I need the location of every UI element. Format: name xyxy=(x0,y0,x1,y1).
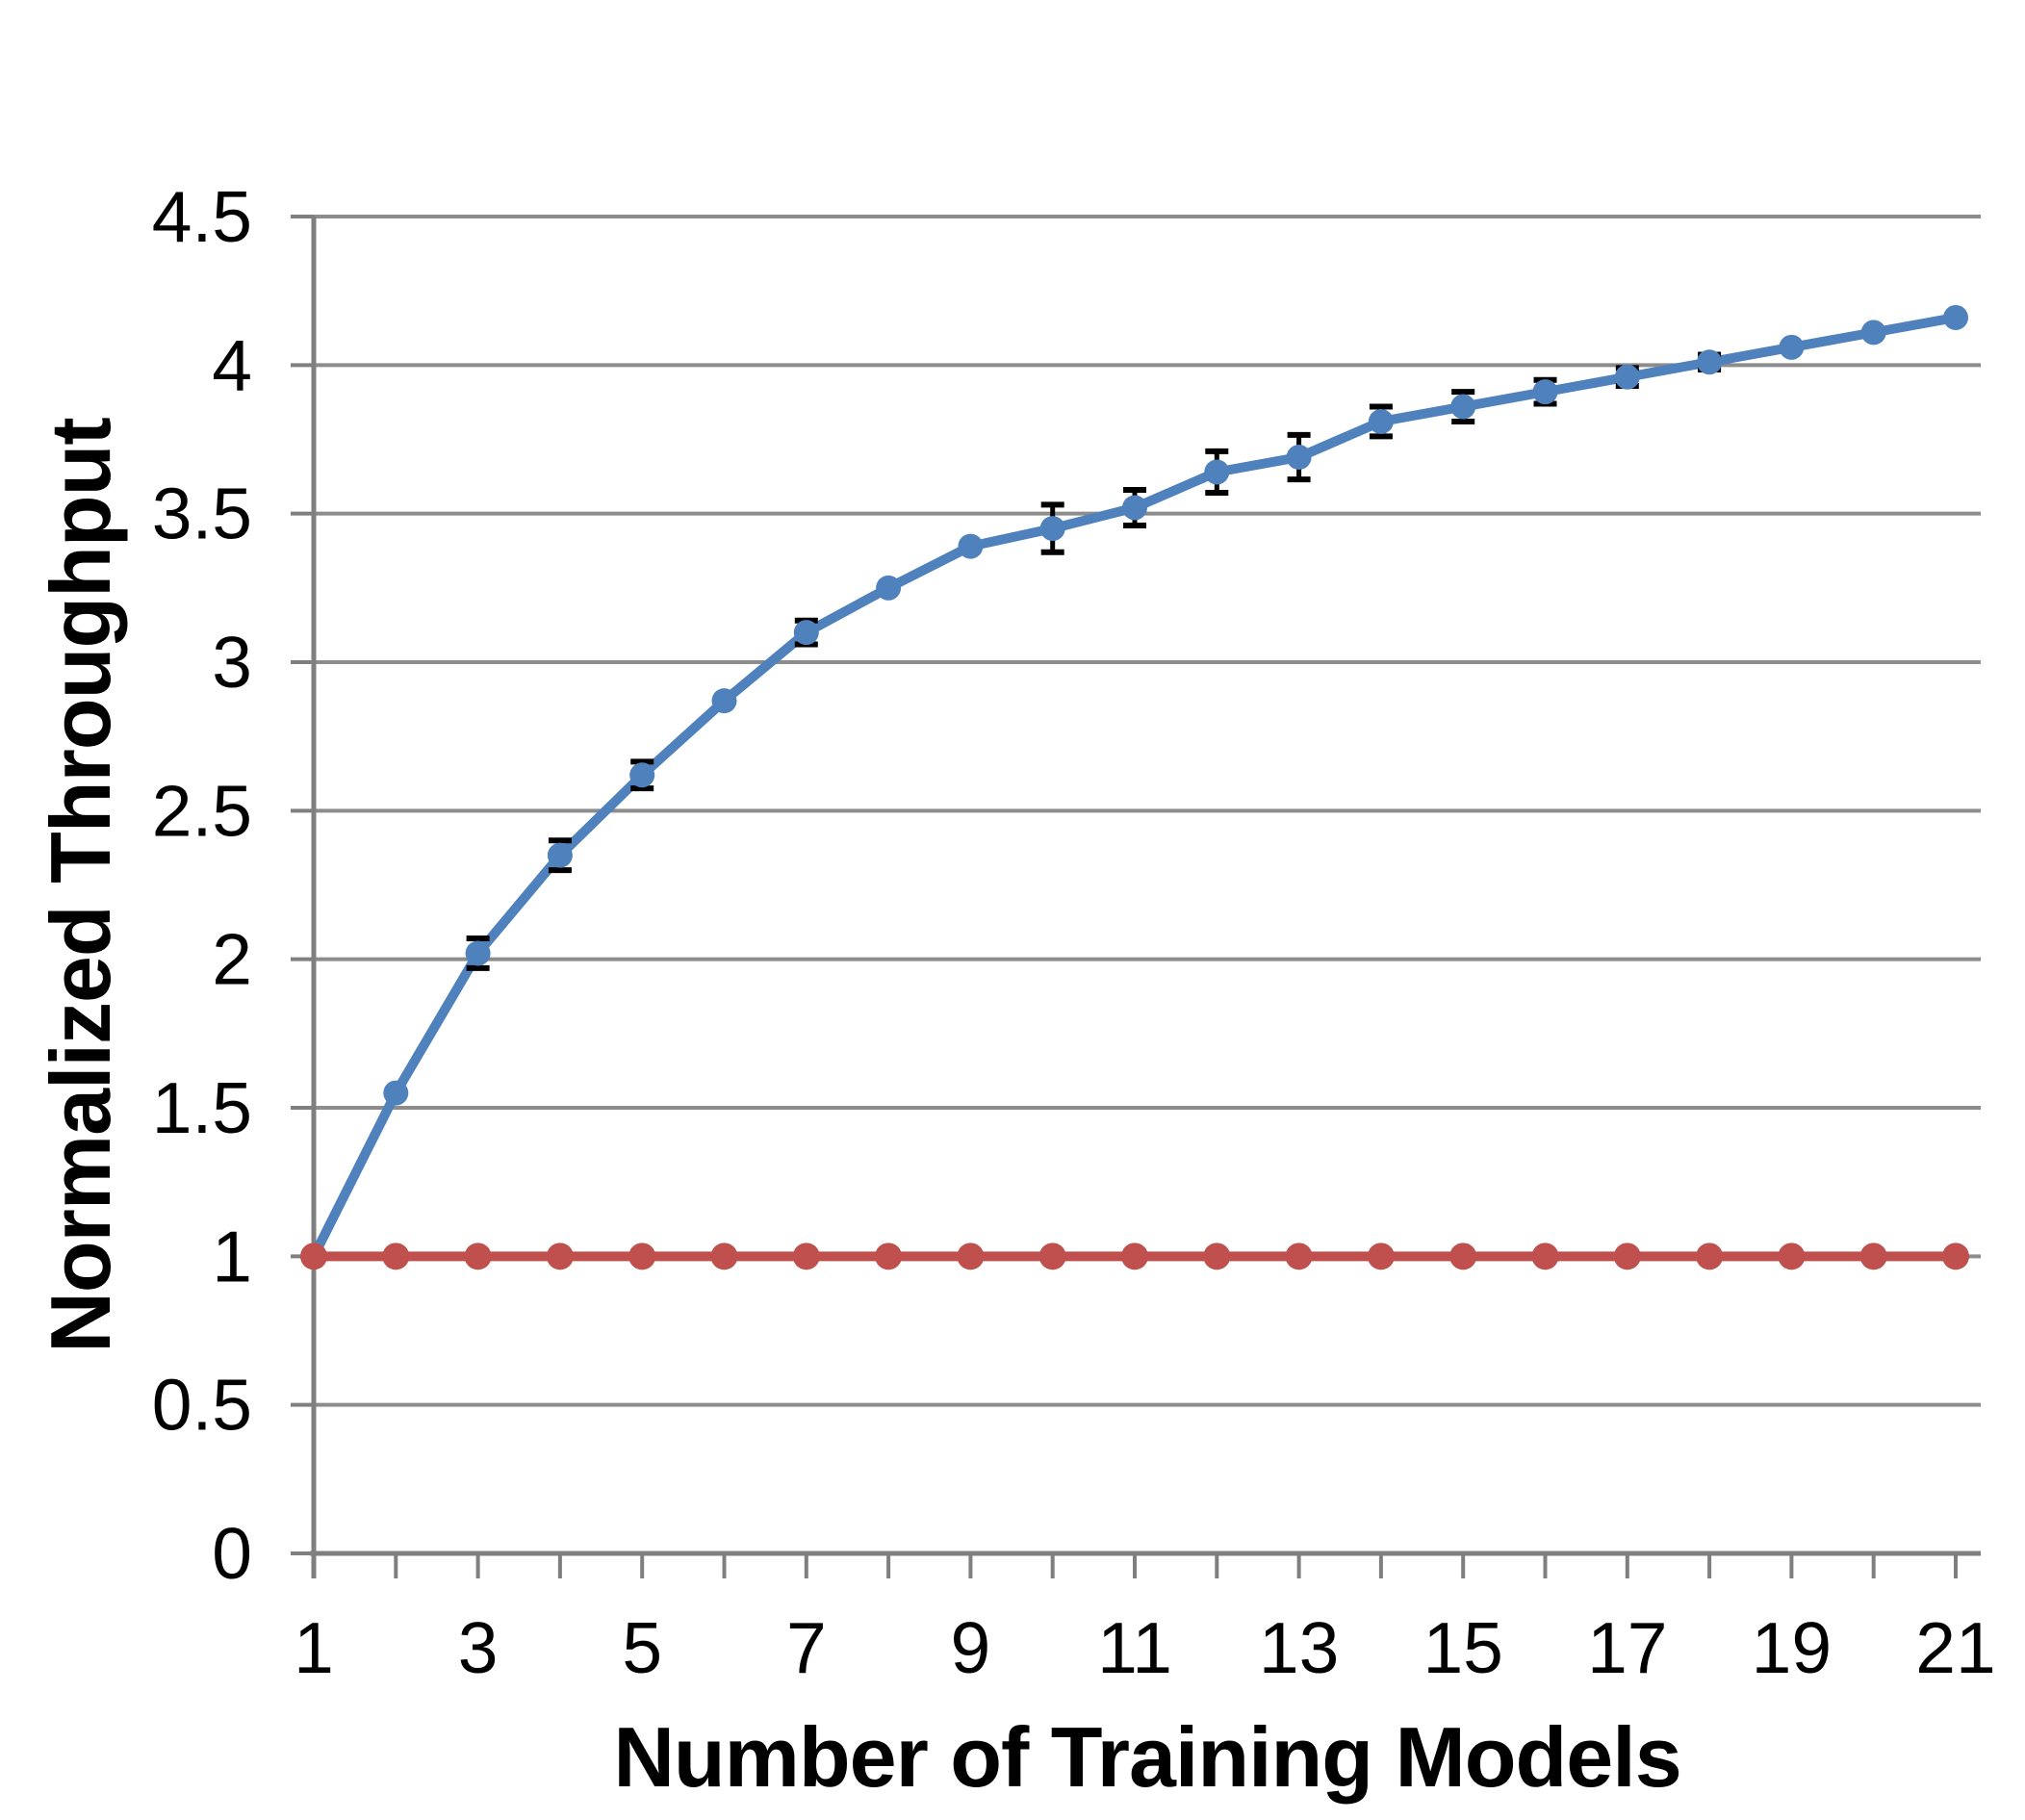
y-tick-label: 3 xyxy=(212,622,252,703)
y-tick-label: 0 xyxy=(212,1513,252,1594)
baseline-throughput-marker xyxy=(546,1243,574,1270)
x-tick-label: 17 xyxy=(1587,1607,1667,1688)
scaled-training-throughput-marker xyxy=(1450,394,1476,420)
y-tick-label: 3.5 xyxy=(152,474,252,554)
scaled-training-throughput-marker xyxy=(1614,364,1640,390)
scaled-training-throughput-marker xyxy=(793,620,819,646)
baseline-throughput-marker xyxy=(464,1243,492,1270)
scaled-training-throughput-marker xyxy=(1943,304,1968,330)
baseline-throughput-marker xyxy=(1696,1243,1724,1270)
scaled-training-throughput-marker xyxy=(383,1080,409,1106)
y-tick-label: 4.5 xyxy=(152,176,252,257)
baseline-throughput-marker xyxy=(382,1243,410,1270)
y-tick-label: 2.5 xyxy=(152,770,252,851)
scaled-training-throughput-marker xyxy=(1532,379,1558,405)
x-tick-label: 19 xyxy=(1752,1607,1832,1688)
baseline-throughput-marker xyxy=(1121,1243,1148,1270)
baseline-throughput-marker xyxy=(1203,1243,1231,1270)
baseline-throughput-marker xyxy=(957,1243,985,1270)
baseline-throughput-marker xyxy=(1449,1243,1477,1270)
scaled-training-throughput-marker xyxy=(1039,516,1065,542)
baseline-throughput-marker xyxy=(1531,1243,1559,1270)
baseline-throughput-marker xyxy=(300,1243,327,1270)
baseline-throughput-marker xyxy=(1859,1243,1887,1270)
y-tick-label: 2 xyxy=(212,919,252,1000)
scaled-training-throughput-marker xyxy=(1368,408,1394,434)
baseline-throughput-marker xyxy=(1613,1243,1641,1270)
scaled-training-throughput-marker xyxy=(1860,320,1886,346)
scaled-training-throughput-marker xyxy=(1204,459,1230,485)
x-tick-label: 21 xyxy=(1915,1607,1995,1688)
baseline-throughput-marker xyxy=(875,1243,903,1270)
scaled-training-throughput-marker xyxy=(465,940,491,966)
baseline-throughput-marker xyxy=(710,1243,738,1270)
y-tick-label: 1 xyxy=(212,1216,252,1296)
scaled-training-throughput-marker xyxy=(958,533,984,559)
scaled-training-throughput-marker xyxy=(1779,334,1805,360)
y-tick-label: 1.5 xyxy=(152,1067,252,1148)
baseline-throughput-marker xyxy=(1038,1243,1066,1270)
baseline-throughput-marker xyxy=(1285,1243,1313,1270)
y-axis-title: Normalized Throughput xyxy=(33,418,128,1353)
scaled-training-throughput-marker xyxy=(1122,495,1147,521)
x-tick-label: 11 xyxy=(1097,1607,1172,1688)
baseline-throughput-marker xyxy=(1367,1243,1395,1270)
x-tick-label: 13 xyxy=(1259,1607,1339,1688)
y-tick-label: 0.5 xyxy=(152,1365,252,1446)
x-tick-label: 15 xyxy=(1423,1607,1502,1688)
scaled-training-throughput-marker xyxy=(1697,349,1723,375)
scaled-training-throughput-marker xyxy=(1286,445,1312,471)
x-tick-label: 1 xyxy=(294,1607,334,1688)
scaled-training-throughput-marker xyxy=(876,575,902,601)
baseline-throughput-marker xyxy=(628,1243,656,1270)
x-tick-label: 7 xyxy=(786,1607,827,1688)
baseline-throughput-marker xyxy=(792,1243,820,1270)
y-tick-label: 4 xyxy=(212,324,252,405)
x-tick-label: 3 xyxy=(458,1607,499,1688)
scaled-training-throughput-line xyxy=(309,312,1961,1262)
x-tick-label: 5 xyxy=(622,1607,662,1688)
baseline-throughput-marker xyxy=(1778,1243,1806,1270)
scaled-training-throughput-marker xyxy=(629,762,655,788)
baseline-throughput-marker xyxy=(1942,1243,1969,1270)
scaled-training-throughput-marker xyxy=(711,688,737,714)
x-axis-title: Number of Training Models xyxy=(613,1709,1681,1805)
x-tick-label: 9 xyxy=(951,1607,991,1688)
scaled-training-throughput-marker xyxy=(547,842,573,868)
